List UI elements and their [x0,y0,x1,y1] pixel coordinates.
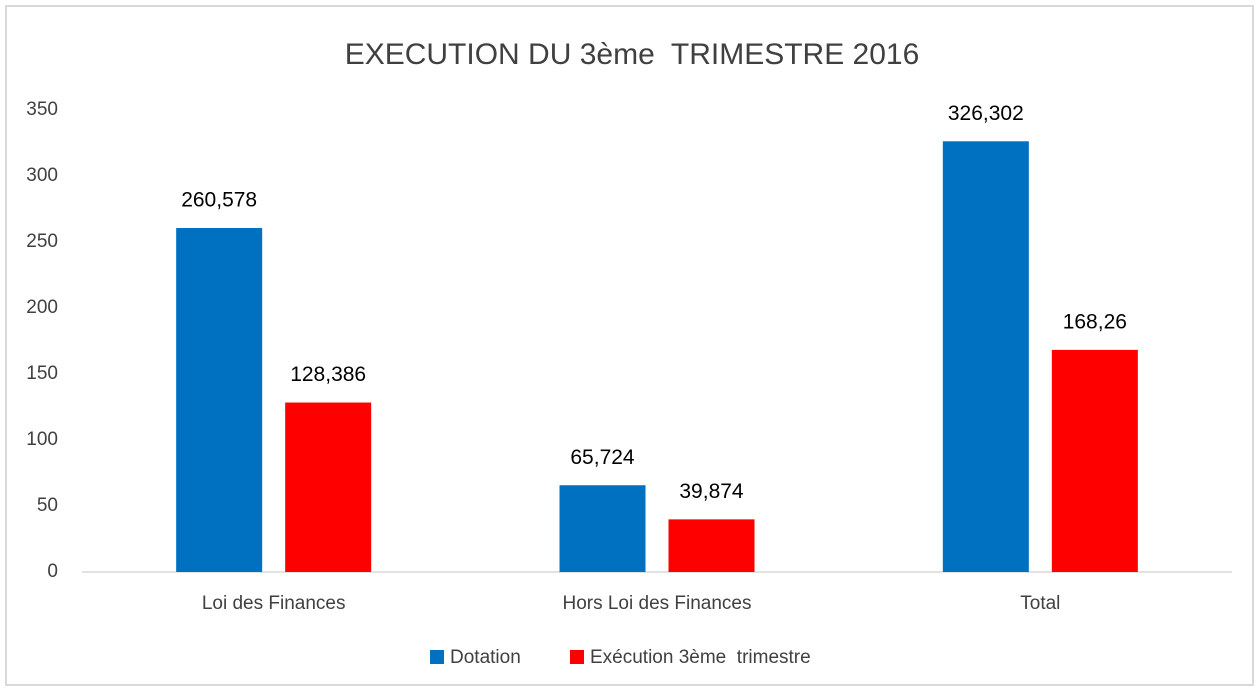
legend-label: Dotation [450,647,521,668]
value-label: 39,874 [679,480,744,503]
value-label: 260,578 [181,189,257,212]
bar [176,228,263,572]
y-tick-label: 300 [26,165,58,186]
y-tick-label: 200 [26,297,58,318]
value-label: 168,26 [1063,310,1127,333]
y-tick-label: 50 [37,495,58,516]
bar [285,402,372,572]
bar [559,485,646,572]
y-tick-label: 150 [26,363,58,384]
legend-swatch [570,650,584,664]
value-label: 326,302 [948,102,1024,125]
bar [942,141,1029,572]
value-label: 128,386 [290,363,366,386]
y-tick-label: 350 [26,99,58,120]
bar [1051,349,1138,572]
y-tick-label: 250 [26,231,58,252]
legend-label: Exécution 3ème trimestre [590,647,811,668]
y-tick-label: 0 [47,561,58,582]
x-tick-label: Total [1020,593,1060,614]
chart-title: EXECUTION DU 3ème TRIMESTRE 2016 [345,38,920,71]
legend-swatch [430,650,444,664]
x-tick-label: Loi des Finances [202,593,346,614]
bar [668,519,755,572]
value-label: 65,724 [570,446,635,469]
y-tick-label: 100 [26,429,58,450]
x-tick-label: Hors Loi des Finances [562,593,751,614]
